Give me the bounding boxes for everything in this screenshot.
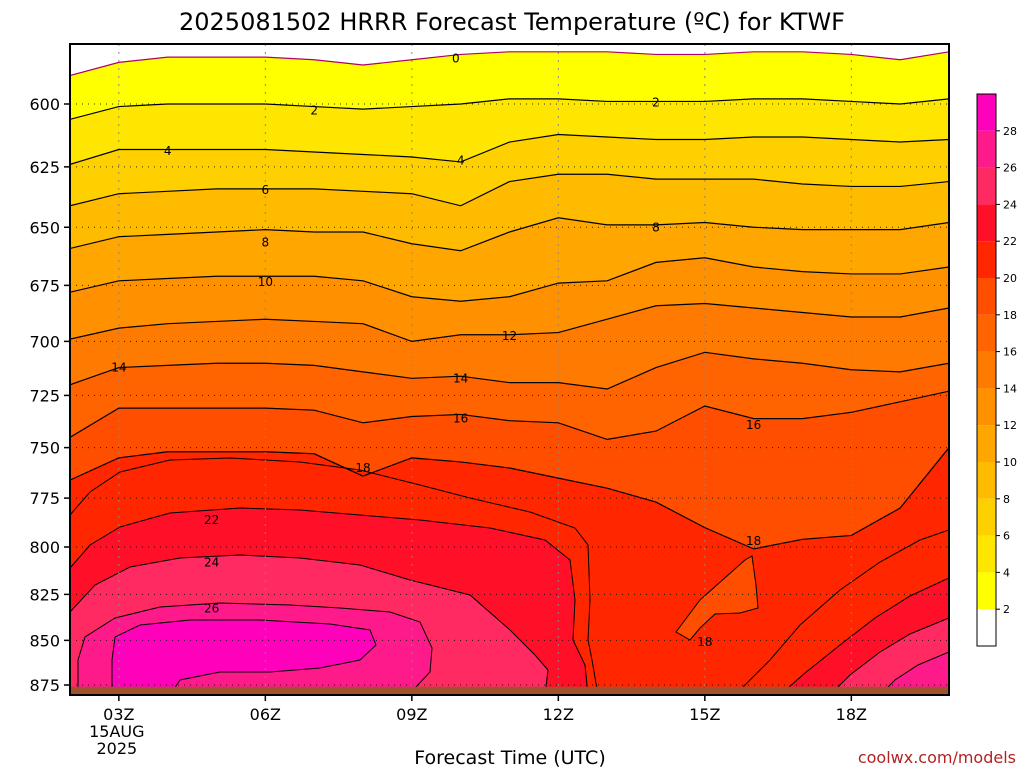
colorbar-label-28: 28 [1003,125,1017,138]
x-tick-label-12Z: 12Z [543,705,574,724]
colorbar-label-10: 10 [1003,456,1017,469]
contour-label-14: 14 [453,371,468,385]
contour-label-18: 18 [355,461,370,475]
y-tick-label-800: 800 [29,538,60,557]
colorbar-label-26: 26 [1003,162,1017,175]
x-tick-label-06Z: 06Z [250,705,281,724]
colorbar-bin-8 [977,314,996,352]
colorbar-label-18: 18 [1003,309,1017,322]
contour-label-12: 12 [502,329,517,343]
colorbar-bin-12 [977,167,996,205]
band-below-2c [70,44,949,120]
contour-label-10: 10 [258,275,273,289]
isotherm-8c [70,217,949,252]
x-axis-label: Forecast Time (UTC) [414,747,605,768]
colorbar-bin-0 [977,609,996,646]
isotherm-lines [70,51,949,550]
colorbar-label-24: 24 [1003,198,1017,211]
x-tick-label-03Z: 03Z [103,705,134,724]
x-tick-date: 15AUG [89,722,144,741]
colorbar-bin-10 [977,241,996,278]
contour-label-16: 16 [453,412,468,426]
y-axis-pressure: 600 625 650 675 700 725 750 775 800 825 850 875 [29,95,70,695]
contour-label-22: 22 [204,513,219,527]
colorbar-label-8: 8 [1003,493,1010,506]
surface-ground [70,686,949,695]
contour-label-8: 8 [262,236,270,250]
contour-label-26: 26 [204,601,219,615]
contour-label-2: 2 [310,103,318,117]
isotherm-10c [70,257,949,302]
contour-label-4: 4 [457,154,465,168]
isotherm-12c [70,302,949,342]
warm-core-regions [70,457,949,695]
y-tick-label-650: 650 [29,218,60,237]
x-tick-label-15Z: 15Z [689,705,720,724]
y-tick-label-825: 825 [29,585,60,604]
isotherm-16c [70,390,949,441]
band-above-0c [70,44,949,76]
colorbar-frame [976,93,997,647]
isotherm-4c [70,133,949,165]
y-tick-label-775: 775 [29,489,60,508]
colorbar-label-4: 4 [1003,566,1010,579]
contour-label-6: 6 [262,183,270,197]
colorbar-label-20: 20 [1003,272,1017,285]
contour-label-18: 18 [746,534,761,548]
colorbar-bin-1 [977,572,996,610]
grid-lines [70,44,949,695]
colorbar-bin-13 [977,130,996,168]
temperature-fill-bands [70,44,949,695]
colorbar-bin-6 [977,388,996,426]
contour-label-4: 4 [164,144,172,158]
colorbar-bin-9 [977,278,996,315]
colorbar-label-22: 22 [1003,235,1017,248]
isotherm-2c [70,98,949,120]
colorbar-bin-3 [977,498,996,536]
colorbar-bin-11 [977,204,996,242]
y-tick-label-700: 700 [29,332,60,351]
y-tick-label-600: 600 [29,95,60,114]
colorbar-label-6: 6 [1003,530,1010,543]
isotherm-6c [70,173,949,207]
colorbar-bin-14 [977,94,996,131]
contour-label-16: 16 [746,418,761,432]
y-tick-label-625: 625 [29,158,60,177]
colorbar-bin-4 [977,462,996,499]
y-tick-label-725: 725 [29,386,60,405]
colorbar-label-14: 14 [1003,382,1017,395]
x-tick-label-18Z: 18Z [836,705,867,724]
y-tick-label-675: 675 [29,276,60,295]
x-tick-label-09Z: 09Z [396,705,427,724]
isotherm-14c [70,351,949,390]
colorbar-label-12: 12 [1003,419,1017,432]
colorbar-bin-7 [977,351,996,389]
y-tick-label-750: 750 [29,439,60,458]
y-tick-label-875: 875 [29,676,60,695]
site-credit-link[interactable]: coolwx.com/models [858,748,1016,767]
colorbar-bin-5 [977,425,996,462]
isotherm-0c [70,51,949,77]
isotherm-18c [70,447,949,550]
colorbar-label-16: 16 [1003,346,1017,359]
contour-label-18: 18 [697,635,712,649]
chart-title: 2025081502 HRRR Forecast Temperature (ºC… [179,8,845,36]
contour-label-0: 0 [452,51,460,65]
contour-label-14: 14 [111,361,126,375]
y-tick-label-850: 850 [29,631,60,650]
contour-label-2: 2 [652,96,660,110]
x-tick-year: 2025 [96,739,137,758]
colorbar-bin-2 [977,535,996,573]
contour-label-8: 8 [652,220,660,234]
contour-label-24: 24 [204,555,219,569]
cool-pocket-18c [675,555,759,641]
plot-frame [69,43,950,696]
colorbar-label-2: 2 [1003,603,1010,616]
